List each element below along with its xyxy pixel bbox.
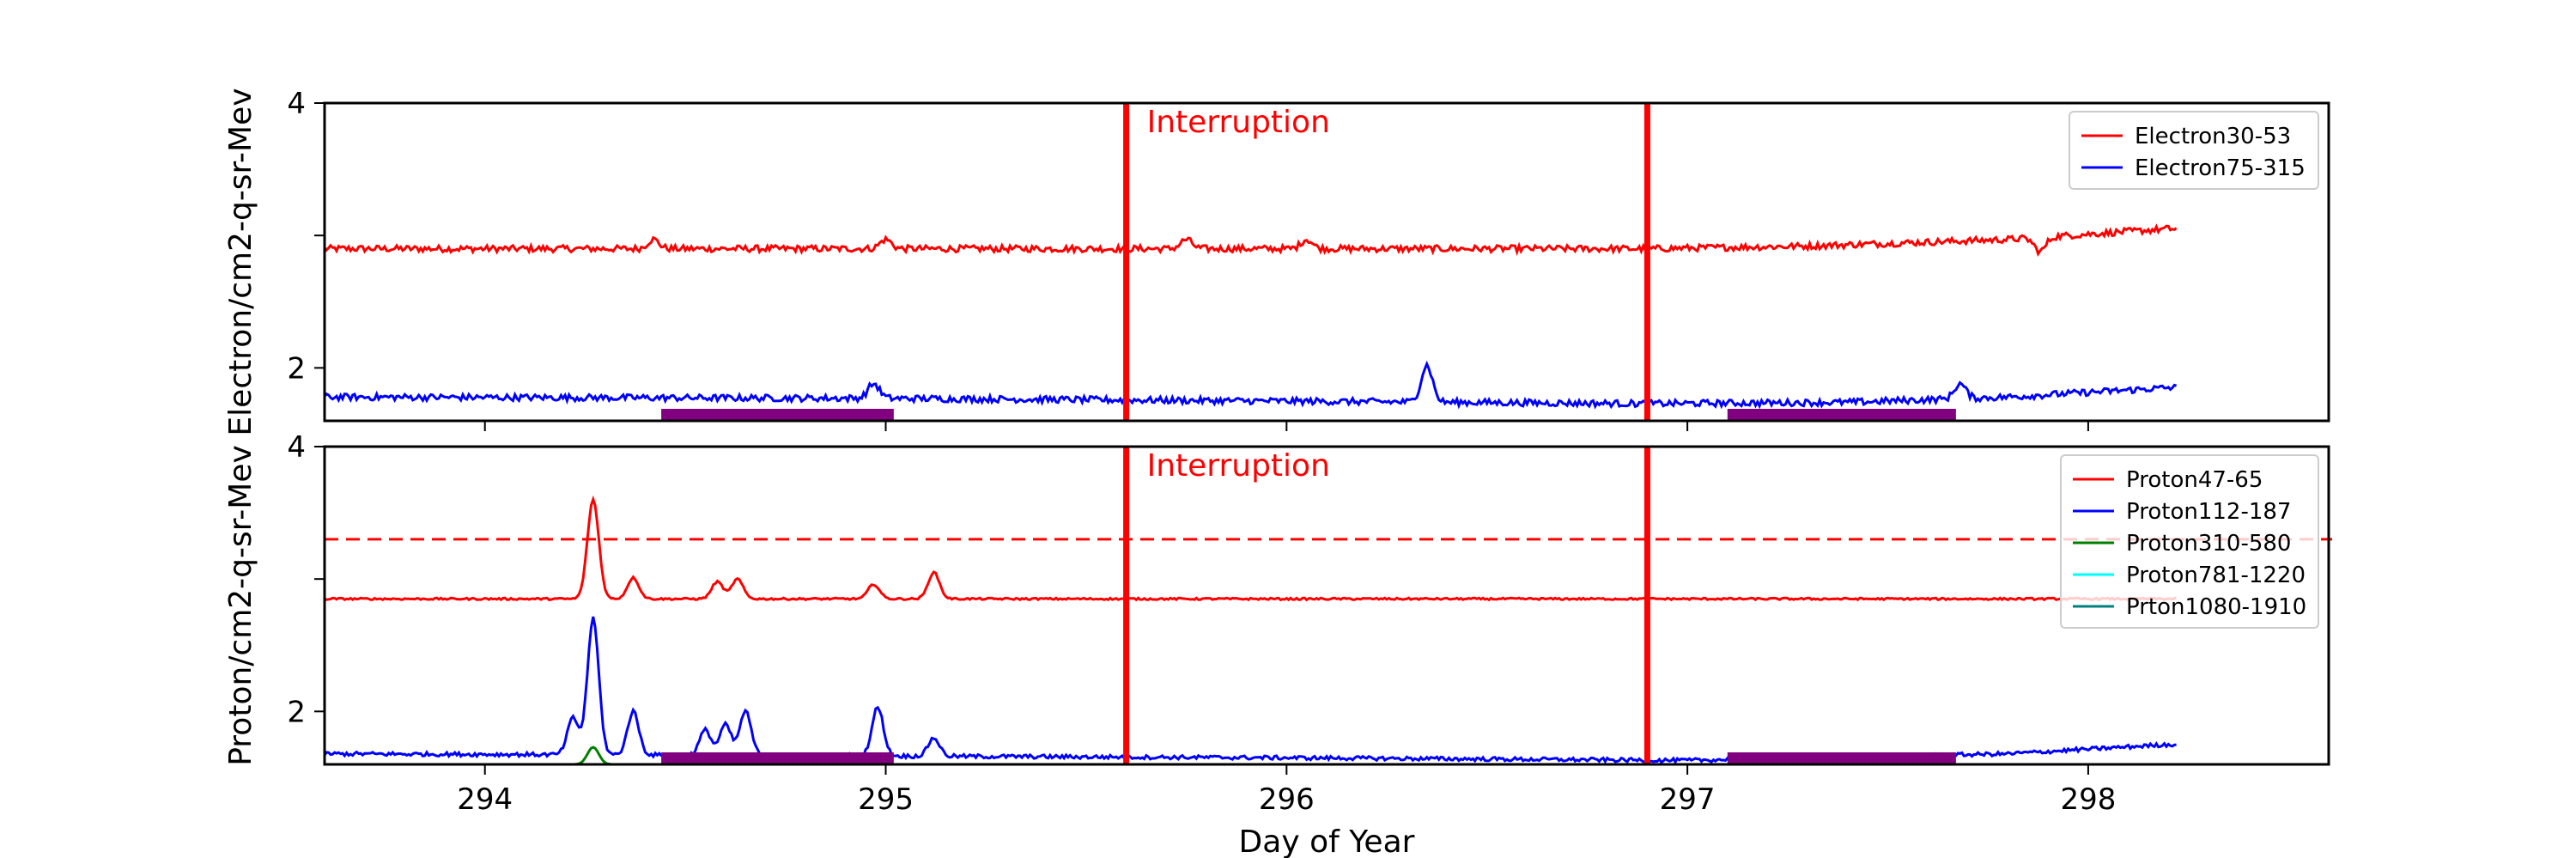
series-line-proton47-65 <box>325 495 2177 602</box>
legend-box <box>2069 111 2319 190</box>
legend-entry: Electron30-53 <box>2135 124 2291 149</box>
legend-entry: Proton112-187 <box>2126 499 2291 525</box>
y-tick-label: 4 <box>287 87 306 121</box>
y-axis-label: Electron/cm2-q-sr-Mev <box>223 88 258 435</box>
axes-frame <box>323 445 2330 766</box>
legend-entry: Proton310-580 <box>2126 531 2291 557</box>
data-gap-bar-1 <box>661 409 894 421</box>
interruption-label: Interruption <box>1147 105 1330 140</box>
x-tick-label: 296 <box>1259 782 1315 817</box>
series-line-electron30-53 <box>325 223 2178 257</box>
axes-frame <box>323 101 2330 423</box>
x-tick-label: 295 <box>858 782 914 817</box>
y-tick-label: 2 <box>287 351 306 386</box>
x-axis-label: Day of Year <box>1239 825 1415 858</box>
y-axis-label: Proton/cm2-q-sr-Mev <box>223 445 258 766</box>
legend-entry: Electron75-315 <box>2135 155 2306 181</box>
data-gap-bar-1 <box>661 752 894 764</box>
legend-entry: Prton1080-1910 <box>2126 594 2306 620</box>
y-tick-label: 4 <box>287 430 306 465</box>
legend-box <box>2060 454 2319 629</box>
legend-entry: Proton47-65 <box>2126 467 2263 493</box>
legend-entry: Proton781-1220 <box>2126 563 2306 588</box>
x-tick-label: 298 <box>2060 782 2116 817</box>
data-gap-bar-2 <box>1727 409 1956 421</box>
x-tick-label: 294 <box>457 782 513 817</box>
data-gap-bar-2 <box>1727 752 1956 764</box>
y-tick-label: 2 <box>287 695 306 729</box>
x-tick-label: 297 <box>1660 782 1716 817</box>
series-line-proton112-187 <box>325 616 2177 764</box>
series-line-electron75-315 <box>325 360 2178 411</box>
interruption-label: Interruption <box>1147 448 1330 484</box>
